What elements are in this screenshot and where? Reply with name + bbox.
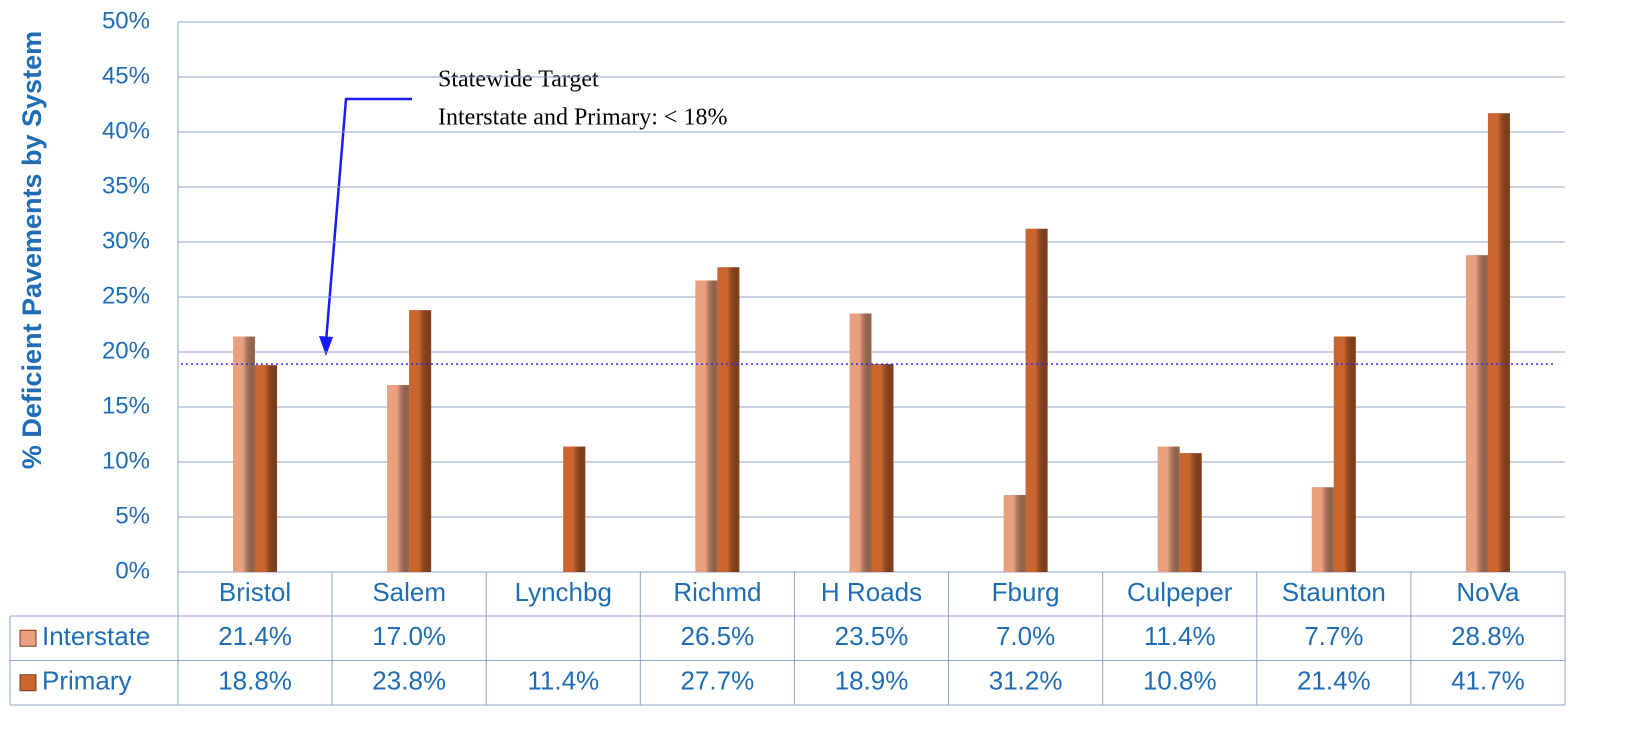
data-label: 17.0%: [372, 621, 446, 651]
data-label: 11.4%: [527, 666, 599, 696]
y-tick-label: 30%: [102, 227, 150, 254]
bar-shade: [717, 267, 740, 572]
x-tick-label: Salem: [372, 577, 446, 607]
y-tick-label: 10%: [102, 447, 150, 474]
bar-shade: [233, 336, 256, 572]
bar-shade: [1465, 255, 1488, 572]
data-label: 26.5%: [681, 621, 755, 651]
bar-shade: [1025, 228, 1048, 573]
bar-shade: [1487, 113, 1510, 573]
data-label: 7.7%: [1304, 621, 1363, 651]
bar-shade: [1157, 446, 1180, 572]
bar-shade: [1333, 336, 1356, 572]
legend-label: Primary: [42, 666, 132, 696]
bar-shade: [849, 313, 872, 572]
x-tick-label: H Roads: [821, 577, 922, 607]
data-label: 18.8%: [218, 666, 292, 696]
data-label: 28.8%: [1451, 621, 1525, 651]
data-label: 31.2%: [989, 666, 1063, 696]
legend-label: Interstate: [42, 621, 150, 651]
x-tick-label: Culpeper: [1127, 577, 1233, 607]
y-tick-label: 45%: [102, 62, 150, 89]
annotation: Statewide Target: [438, 67, 599, 93]
legend-swatch: [19, 674, 37, 692]
data-label: 7.0%: [996, 621, 1055, 651]
bar-shade: [409, 310, 432, 572]
arrow-head: [319, 336, 333, 356]
data-label: 21.4%: [1297, 666, 1371, 696]
data-label: 23.5%: [835, 621, 909, 651]
y-tick-label: 15%: [102, 392, 150, 419]
bar-shade: [563, 446, 586, 572]
x-tick-label: NoVa: [1456, 577, 1520, 607]
y-tick-label: 35%: [102, 172, 150, 199]
data-label: 27.7%: [681, 666, 755, 696]
bar-shade: [387, 385, 410, 572]
bar-shade: [1179, 453, 1202, 572]
legend-swatch: [19, 629, 37, 647]
x-tick-label: Bristol: [219, 577, 291, 607]
y-tick-label: 0%: [115, 557, 150, 584]
bar-shade: [871, 364, 894, 572]
annotation: Interstate and Primary: < 18%: [438, 105, 727, 131]
data-label: 23.8%: [372, 666, 446, 696]
y-tick-label: 25%: [102, 282, 150, 309]
bar-shade: [1003, 495, 1026, 572]
y-tick-label: 40%: [102, 117, 150, 144]
data-label: 41.7%: [1451, 666, 1525, 696]
data-label: 10.8%: [1143, 666, 1217, 696]
x-tick-label: Staunton: [1282, 577, 1386, 607]
annotation-arrow: [324, 97, 412, 343]
data-label: 18.9%: [835, 666, 909, 696]
bar-shade: [1311, 487, 1334, 572]
bar-shade: [255, 365, 278, 572]
data-label: 11.4%: [1144, 621, 1216, 651]
y-tick-label: 5%: [115, 502, 150, 529]
data-label: 21.4%: [218, 621, 292, 651]
x-tick-label: Richmd: [673, 577, 761, 607]
x-tick-label: Fburg: [992, 577, 1060, 607]
y-tick-label: 50%: [102, 7, 150, 34]
x-tick-label: Lynchbg: [515, 577, 612, 607]
y-axis-label: % Deficient Pavements by System: [17, 31, 47, 469]
y-tick-label: 20%: [102, 337, 150, 364]
bar-shade: [695, 280, 718, 572]
